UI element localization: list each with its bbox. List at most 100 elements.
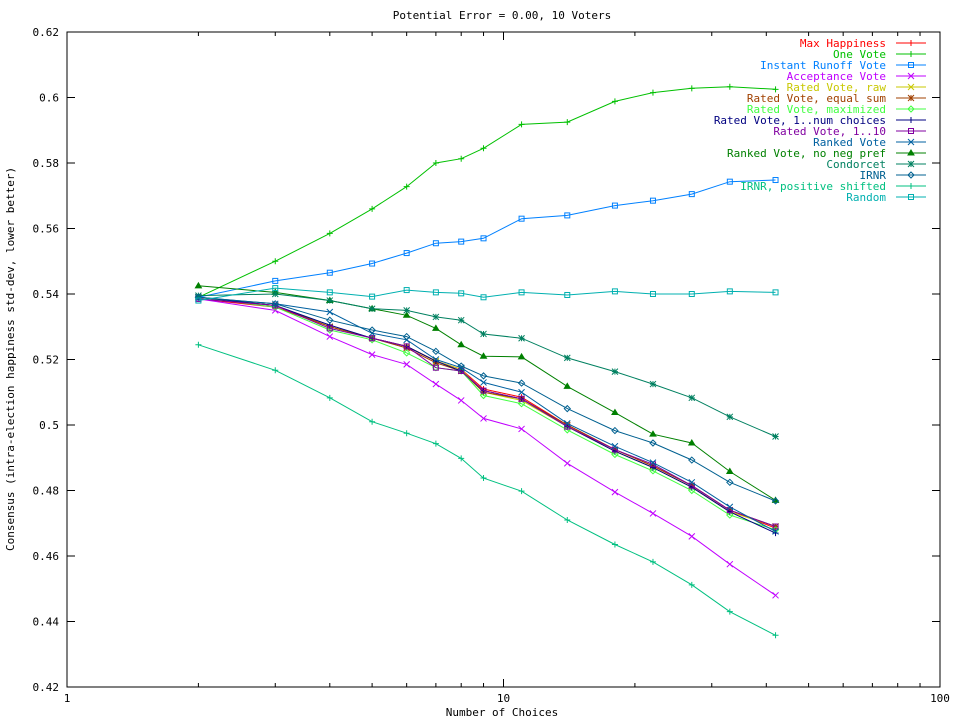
data-point [457,362,465,370]
data-point [772,528,779,535]
data-point [403,183,410,190]
data-point [457,340,466,348]
data-point [688,456,696,464]
legend-entry: One Vote [833,48,926,61]
data-point [480,415,487,422]
y-tick-label: 0.42 [33,681,60,694]
legend-entry: IRNR [860,169,926,182]
data-point [564,212,571,219]
data-point [432,347,440,356]
series-rated-vote-equal-sum [195,293,779,530]
data-point [432,356,440,363]
y-tick-label: 0.48 [33,485,60,498]
series-irnr-positive-shifted [195,341,779,639]
data-point [517,352,526,360]
data-point [611,368,619,375]
data-point [458,238,465,245]
legend-label: Rated Vote, 1..10 [773,125,886,138]
data-point [726,507,733,514]
y-tick-label: 0.5 [39,419,59,432]
legend-label: Rated Vote, equal sum [747,92,886,105]
data-point [907,171,915,179]
y-tick-label: 0.62 [33,26,60,39]
y-tick-label: 0.56 [33,223,60,236]
x-tick-label: 10 [497,692,510,705]
series-rated-vote-raw [195,293,779,530]
data-point [726,288,733,295]
data-point [326,325,333,332]
data-point [326,308,334,316]
series-line [198,298,776,596]
data-point [272,258,279,265]
data-point [326,230,333,237]
data-point [772,433,779,440]
data-point [687,439,696,446]
data-point [725,467,734,475]
data-point [772,523,779,530]
data-point [458,455,465,462]
legend-entry: Rated Vote, 1..10 [773,125,926,138]
series-ranked-vote [195,293,779,535]
legend-label: Rated Vote, 1..num choices [714,114,886,127]
data-point [908,183,914,189]
data-point [772,632,779,639]
data-point [271,300,279,308]
legend-entry: Rated Vote, maximized [747,103,926,116]
data-point [272,277,279,284]
data-point [907,160,915,168]
data-point [480,379,487,386]
data-point [326,289,333,296]
data-point [726,413,734,421]
data-point [563,459,571,467]
data-point [649,439,657,447]
series-line [198,296,776,531]
data-point [326,316,334,324]
data-point [564,119,571,126]
data-point [564,423,571,430]
data-point [402,349,411,357]
data-point [369,205,376,212]
data-point [480,387,487,394]
series-max-happiness [195,295,779,532]
y-tick-label: 0.52 [33,354,60,367]
data-point [432,380,440,388]
data-point [907,83,915,91]
data-point [368,305,376,313]
data-point [432,440,439,447]
data-point [195,297,202,304]
legend-label: Instant Runoff Vote [760,59,886,72]
data-point [402,332,411,341]
data-point [432,289,439,296]
data-point [518,488,525,495]
data-point [726,503,734,511]
data-point [907,72,915,80]
data-point [908,51,914,57]
data-point [611,446,618,453]
data-point [403,287,410,294]
series-random [195,285,779,304]
data-point [649,558,656,565]
data-point [772,591,779,599]
data-point [564,516,571,523]
series-acceptance-vote [195,295,779,599]
series-line [198,298,776,529]
legend-label: Max Happiness [800,37,886,50]
legend-label: Ranked Vote [813,136,886,149]
series-rated-vote-1-num-choices [195,294,779,537]
data-point [194,281,203,289]
data-point [611,202,618,209]
data-point [726,608,733,615]
data-point [432,364,439,371]
data-point [611,442,619,450]
legend-label: Condorcet [826,158,886,171]
data-point [908,194,914,200]
data-point [458,155,465,162]
series-irnr [194,293,780,505]
y-tick-label: 0.6 [39,92,59,105]
x-tick-label: 100 [930,692,950,705]
data-point [403,361,411,368]
data-point [908,40,914,46]
data-point [271,290,279,298]
